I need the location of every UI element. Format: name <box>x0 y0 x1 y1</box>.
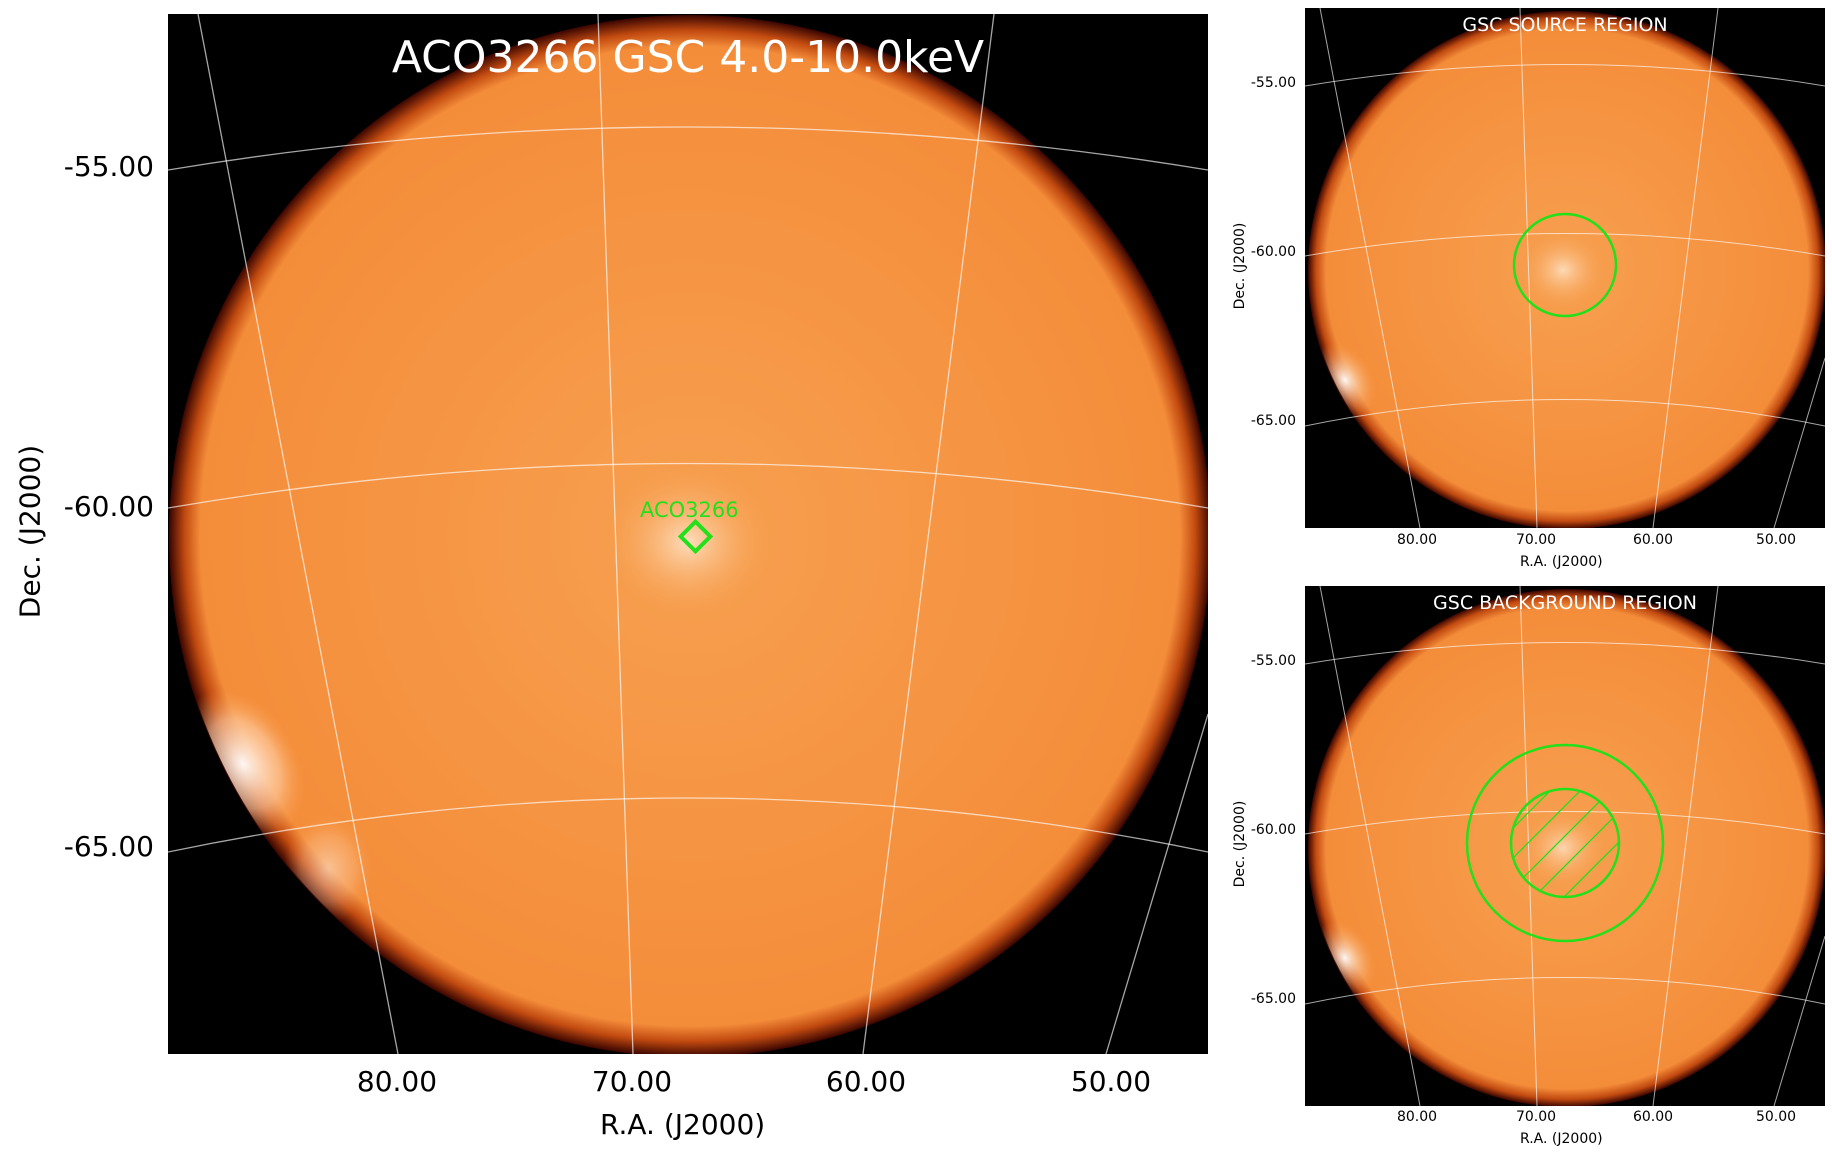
cluster-emission <box>1521 810 1605 886</box>
background-x-tick: 50.00 <box>1755 1109 1797 1125</box>
source-region-panel: GSC SOURCE REGION <box>1305 8 1825 528</box>
main-y-tick: -55.00 <box>63 150 154 183</box>
source-panel-title: GSC SOURCE REGION <box>1462 14 1668 36</box>
background-y-axis-label: Dec. (J2000) <box>1232 800 1248 888</box>
main-x-tick: 50.00 <box>1070 1065 1152 1098</box>
main-y-tick: -65.00 <box>63 830 154 863</box>
background-y-tick: -65.00 <box>1250 991 1296 1007</box>
background-x-tick: 70.00 <box>1515 1109 1557 1125</box>
background-outer-circle <box>1465 743 1665 943</box>
cluster-emission <box>1521 232 1605 308</box>
source-y-axis-label: Dec. (J2000) <box>1232 222 1248 310</box>
background-x-tick: 80.00 <box>1396 1109 1438 1125</box>
source-y-tick: -60.00 <box>1250 244 1296 260</box>
main-x-tick: 80.00 <box>356 1065 438 1098</box>
main-x-tick: 70.00 <box>591 1065 673 1098</box>
source-x-tick: 70.00 <box>1515 532 1557 548</box>
main-x-axis-label: R.A. (J2000) <box>600 1108 766 1141</box>
source-region-circle <box>1512 212 1618 318</box>
coordinate-grid <box>1305 8 1825 528</box>
background-y-tick: -60.00 <box>1250 822 1296 838</box>
main-title: ACO3266 GSC 4.0-10.0keV <box>391 32 985 83</box>
excluded-inner-circle <box>1509 787 1621 899</box>
coordinate-grid <box>1305 586 1825 1106</box>
source-y-tick: -55.00 <box>1250 75 1296 91</box>
source-y-tick: -65.00 <box>1250 413 1296 429</box>
source-x-tick: 60.00 <box>1632 532 1674 548</box>
source-x-tick: 80.00 <box>1396 532 1438 548</box>
source-marker-diamond <box>677 518 714 555</box>
main-y-tick: -60.00 <box>63 490 154 523</box>
background-y-tick: -55.00 <box>1250 653 1296 669</box>
main-map-panel: ACO3266 GSC 4.0-10.0keV ACO3266 <box>168 14 1208 1054</box>
main-x-tick: 60.00 <box>825 1065 907 1098</box>
source-region-image <box>1305 8 1825 528</box>
faint-edge-emission <box>283 814 373 924</box>
source-x-tick: 50.00 <box>1755 532 1797 548</box>
source-x-axis-label: R.A. (J2000) <box>1520 554 1603 570</box>
main-y-axis-label: Dec. (J2000) <box>13 444 47 619</box>
background-region-image <box>1305 586 1825 1106</box>
main-map-image <box>168 14 1208 1054</box>
source-label: ACO3266 <box>640 498 739 522</box>
background-region-panel: GSC BACKGROUND REGION <box>1305 586 1825 1106</box>
background-panel-title: GSC BACKGROUND REGION <box>1433 592 1697 614</box>
coordinate-grid <box>168 14 1208 1054</box>
background-x-tick: 60.00 <box>1632 1109 1674 1125</box>
background-x-axis-label: R.A. (J2000) <box>1520 1131 1603 1147</box>
